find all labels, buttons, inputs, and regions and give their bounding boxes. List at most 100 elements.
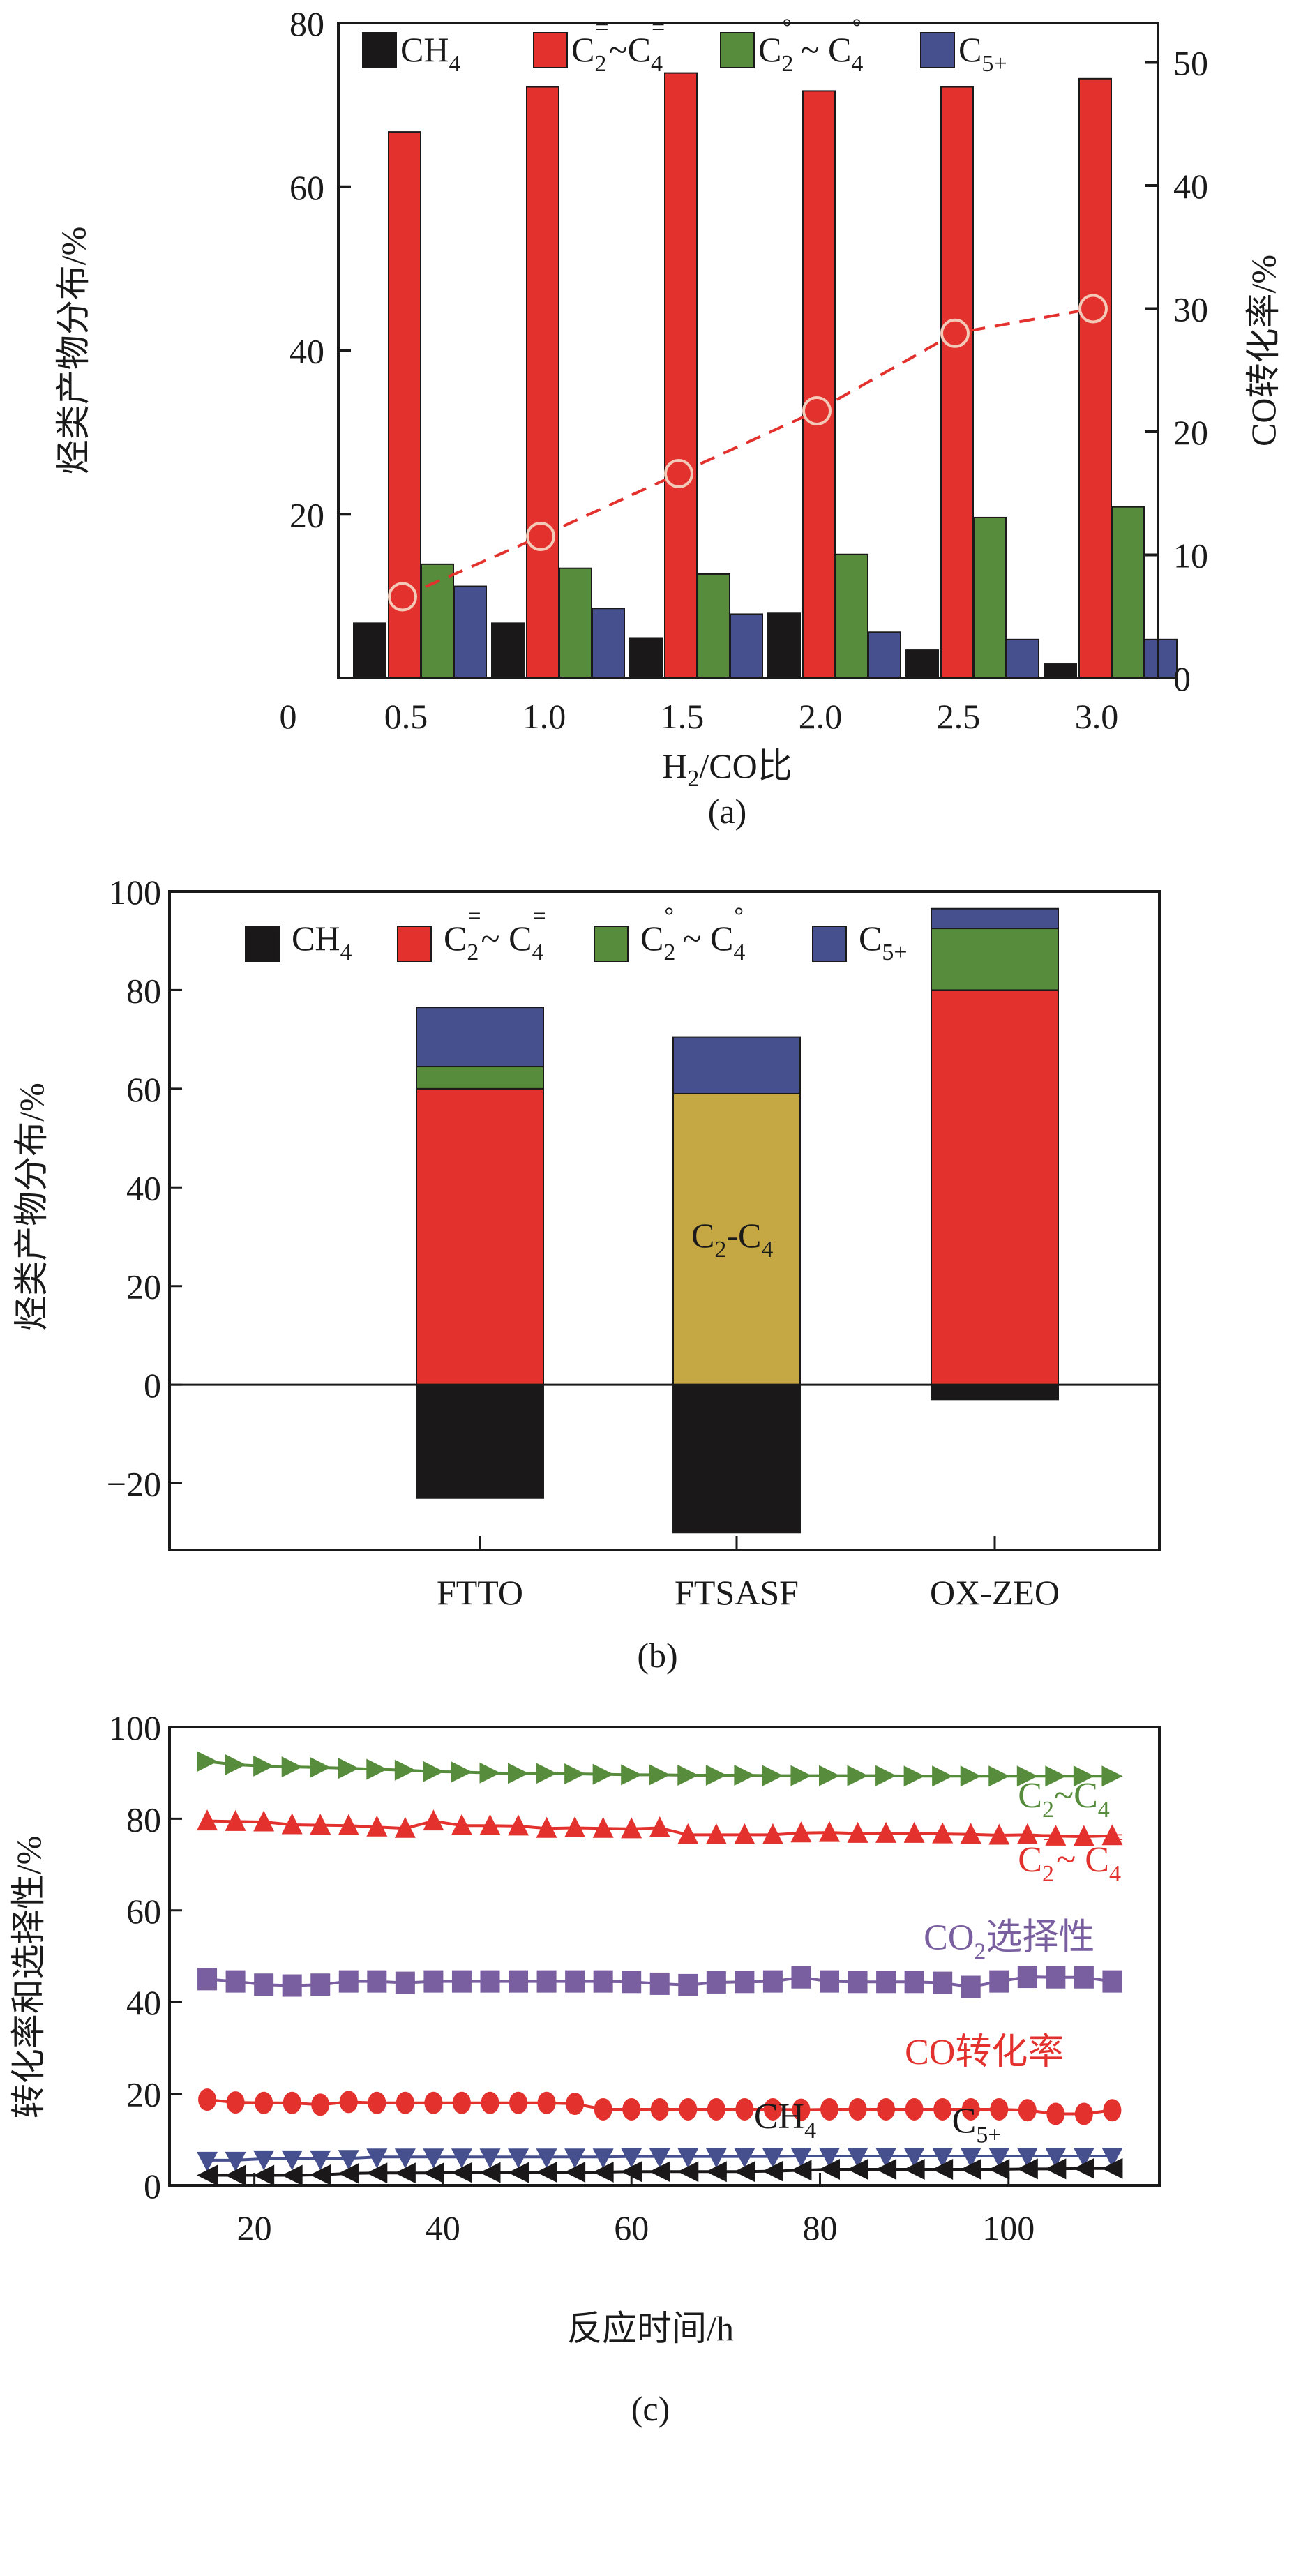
c-point-co-42 (452, 2091, 471, 2114)
a-x-ticks: 0.5 1.0 1.5 2.0 2.5 3.0 (384, 697, 1119, 736)
b-legend-label-c5-part: C (859, 919, 882, 958)
c-label-c2-c4-part: 2 (1042, 1861, 1054, 1887)
c-series-lines (197, 1751, 1123, 2186)
b-annotation-part: 4 (761, 1237, 773, 1263)
a-bar-c2-c4-2-0 (835, 553, 868, 679)
c-label-ch4-part: 4 (804, 2118, 816, 2144)
c-point-ch4-57 (592, 2161, 614, 2183)
c-point-c2-c4-69 (705, 1823, 727, 1844)
c-label-ch4: CH4 (754, 2097, 816, 2144)
c-point-c2-c4-30 (338, 1814, 359, 1835)
a-bar-c2-c4-1-0 (526, 86, 559, 679)
c-point-co-66 (679, 2097, 698, 2121)
c-point-c2-c4-84 (847, 1821, 868, 1843)
c-point-co2-108 (1074, 1966, 1094, 1989)
c-point-c2-c4-75 (762, 1823, 783, 1844)
c-point-ch4-54 (564, 2161, 586, 2183)
b-legend-label-c2-c4-part: 4 (733, 940, 745, 965)
b-legend-label-c2-c4: C2 ° ~ C4 ° (640, 903, 745, 965)
c-point-c5-99 (988, 2147, 1010, 2168)
c-point-c2-c4-48 (508, 1763, 529, 1784)
c-xtick-label-100: 100 (982, 2208, 1035, 2247)
b-legend: CH4 C2=~ C4=C2° ~ C4°C5+ (245, 903, 908, 965)
c-point-co2-54 (565, 1970, 585, 1993)
c-point-c2-c4-90 (903, 1765, 925, 1787)
c-point-c2-c4-66 (677, 1764, 699, 1786)
c-point-co-105 (1046, 2102, 1065, 2125)
c-point-c2-c4-15 (197, 1751, 218, 1772)
c-point-co-36 (396, 2091, 414, 2114)
b-legend-label-c5-part: 5+ (882, 940, 907, 965)
c-point-c2-c4-102 (1016, 1765, 1038, 1787)
b-legend-label-c2-c4-part: C (444, 919, 467, 958)
c-label-c2-c4-part: C (1018, 1840, 1042, 1880)
a-bars (353, 72, 1178, 679)
c-point-co-90 (905, 2097, 924, 2121)
a-right-ytick-label-50: 50 (1173, 43, 1208, 82)
a-left-y-ticks: 20 40 60 80 0 (280, 4, 351, 736)
c-point-ch4-84 (847, 2159, 868, 2180)
c-point-ch4-87 (875, 2159, 897, 2180)
b-ytick-label-0: 0 (144, 1366, 161, 1405)
c-point-c2-c4-18 (225, 1754, 246, 1775)
b-legend-label-c2-c4-part: ° (664, 903, 674, 929)
c-point-c5-72 (734, 2148, 755, 2169)
c-point-c2-c4-42 (451, 1761, 472, 1783)
c-point-ch4-15 (197, 2164, 218, 2186)
a-legend-swatch-c2-c4 (533, 32, 568, 68)
c-point-ch4-39 (423, 2162, 444, 2184)
a-co-conversion-point-1-5 (664, 459, 693, 489)
c-point-co2-99 (989, 1970, 1009, 1993)
a-xlabel-sub: 2 (687, 766, 699, 792)
c-point-ch4-81 (819, 2159, 840, 2180)
a-bar-c5-2-5 (1006, 638, 1039, 679)
b-annotation-part: -C (726, 1216, 761, 1255)
a-x-axis-label: H2/CO比 (662, 746, 792, 792)
c-label-c2-c4-part: ~ C (1056, 1840, 1109, 1880)
c-point-c2-c4-18 (225, 1809, 246, 1831)
a-y-axis-label: 烃类产物分布/% (54, 227, 93, 475)
c-point-c2-c4-93 (932, 1765, 954, 1787)
c-point-c5-51 (536, 2148, 557, 2169)
c-point-c2-c4-87 (875, 1821, 897, 1843)
a-legend-label-c2-c4-part: ° (852, 15, 862, 40)
c-point-c2-c4-51 (536, 1763, 557, 1784)
c-label-c2-c4: C2~C4 (1018, 1776, 1110, 1823)
c-point-co2-105 (1046, 1966, 1066, 1989)
b-legend-label-c2-c4-part: ~ C (481, 919, 532, 958)
a-legend-label-c2-c4-part: C (571, 30, 594, 69)
a-co-conversion-point-0-5 (388, 582, 417, 612)
a-co-conversion-point-2-0 (802, 396, 832, 425)
a-legend-label-ch4: CH4 (400, 30, 460, 77)
a-legend-swatch-c5 (920, 32, 955, 68)
c-point-c5-36 (394, 2148, 416, 2169)
c-point-co2-63 (649, 1972, 670, 1995)
a-legend-label-c2-c4-part: 2 (781, 51, 793, 77)
c-point-co-15 (198, 2088, 217, 2111)
c-point-co2-93 (933, 1971, 953, 1994)
a-legend-label-c2-c4: C2 ° ~ C4 ° (758, 15, 863, 77)
c-point-c2-c4-24 (281, 1813, 303, 1835)
a-bar-c2-c4-1-0 (559, 567, 592, 679)
c-point-c5-81 (819, 2147, 840, 2168)
b-legend-swatch-c2-c4 (594, 926, 629, 962)
b-legend-label-ch4-part: 4 (340, 940, 352, 965)
a-right-ytick-label-10: 10 (1173, 536, 1208, 575)
a-right-y-axis-label: CO转化率/% (1244, 255, 1283, 446)
c-point-co2-81 (820, 1970, 839, 1993)
a-right-ytick-label-40: 40 (1173, 167, 1208, 206)
c-label-ch4-part: CH (754, 2097, 804, 2137)
b-panel-label: (b) (637, 1636, 677, 1675)
a-co-conversion-path (402, 307, 1094, 598)
a-panel-label: (a) (708, 792, 747, 831)
c-label-c2-c4-part: 4 (1109, 1861, 1121, 1887)
c-point-c2-c4-24 (281, 1756, 303, 1778)
c-point-co-60 (622, 2097, 641, 2121)
c-point-c2-c4-36 (394, 1816, 416, 1838)
c-point-ch4-75 (762, 2160, 783, 2182)
c-point-co-21 (255, 2091, 273, 2114)
a-bar-ch4-3-0 (1044, 663, 1077, 679)
b-legend-label-c2-c4-part: ~ C (674, 919, 733, 958)
a-bar-c5-0-5 (453, 585, 487, 679)
b-annotation-part: 2 (714, 1237, 726, 1263)
